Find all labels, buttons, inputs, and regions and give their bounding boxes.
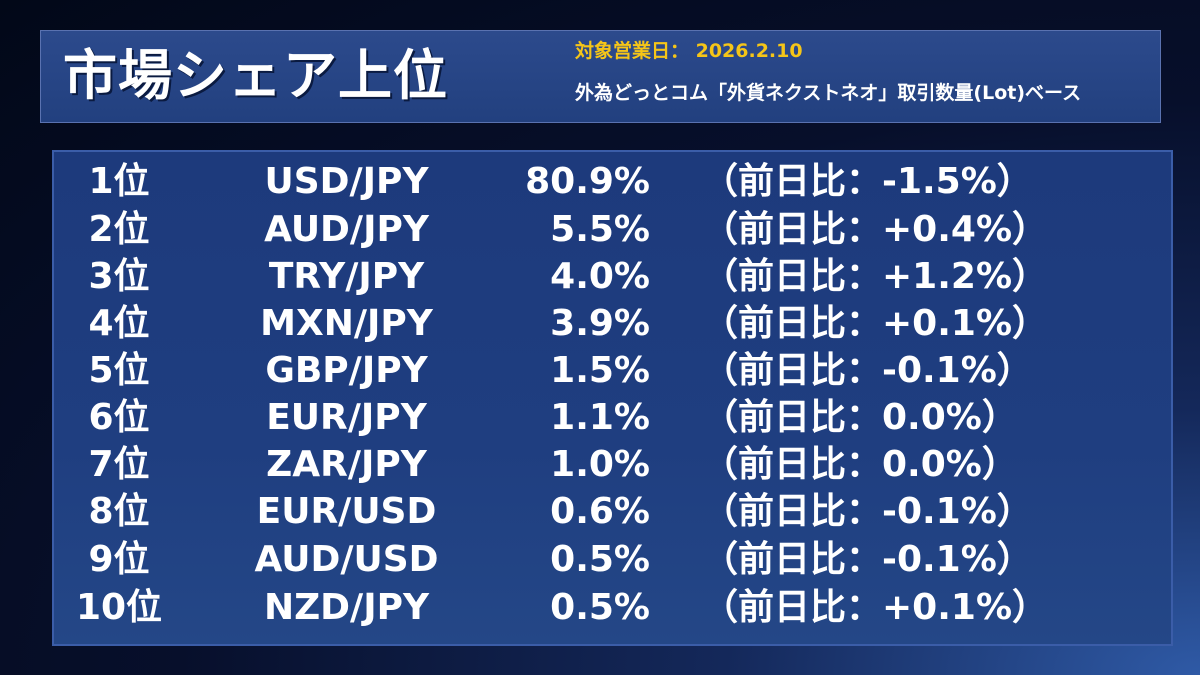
table-row: 2位 AUD/JPY 5.5% （前日比：+0.4%） bbox=[54, 206, 1171, 254]
day-change: （前日比：+1.2%） bbox=[702, 256, 1049, 297]
table-row: 9位 AUD/USD 0.5% （前日比：-0.1%） bbox=[54, 536, 1171, 584]
day-change: （前日比：+0.1%） bbox=[702, 587, 1049, 628]
currency-pair: AUD/USD bbox=[254, 539, 439, 580]
currency-pair: ZAR/JPY bbox=[266, 444, 427, 485]
rank-label: 9位 bbox=[88, 539, 150, 580]
currency-pair: EUR/USD bbox=[256, 491, 437, 532]
data-basis-note: 外為どっとコム「外貨ネクストネオ」取引数量(Lot)ベース bbox=[575, 82, 1082, 104]
day-change: （前日比：-1.5%） bbox=[702, 161, 1033, 202]
market-share: 1.5% bbox=[550, 350, 650, 391]
table-row: 4位 MXN/JPY 3.9% （前日比：+0.1%） bbox=[54, 300, 1171, 348]
table-row: 7位 ZAR/JPY 1.0% （前日比：0.0%） bbox=[54, 441, 1171, 489]
market-share: 5.5% bbox=[550, 209, 650, 250]
rank-label: 5位 bbox=[88, 350, 150, 391]
rank-label: 8位 bbox=[88, 491, 150, 532]
day-change: （前日比：-0.1%） bbox=[702, 539, 1033, 580]
rank-label: 4位 bbox=[88, 303, 150, 344]
table-row: 1位 USD/JPY 80.9% （前日比：-1.5%） bbox=[54, 158, 1171, 206]
business-date: 対象営業日： 2026.2.10 bbox=[575, 40, 803, 62]
currency-pair: EUR/JPY bbox=[266, 397, 427, 438]
market-share: 0.5% bbox=[550, 587, 650, 628]
currency-pair: NZD/JPY bbox=[263, 587, 430, 628]
currency-pair: GBP/JPY bbox=[265, 350, 428, 391]
table-row: 8位 EUR/USD 0.6% （前日比：-0.1%） bbox=[54, 488, 1171, 536]
day-change: （前日比：-0.1%） bbox=[702, 350, 1033, 391]
market-share: 4.0% bbox=[550, 256, 650, 297]
currency-pair: AUD/JPY bbox=[264, 209, 429, 250]
market-share: 3.9% bbox=[550, 303, 650, 344]
header-banner: 市場シェア上位 対象営業日： 2026.2.10 外為どっとコム「外貨ネクストネ… bbox=[40, 30, 1161, 123]
table-row: 5位 GBP/JPY 1.5% （前日比：-0.1%） bbox=[54, 347, 1171, 395]
day-change: （前日比：+0.4%） bbox=[702, 209, 1049, 250]
rank-label: 3位 bbox=[88, 256, 150, 297]
ranking-table: 1位 USD/JPY 80.9% （前日比：-1.5%） 2位 AUD/JPY … bbox=[52, 150, 1173, 646]
currency-pair: USD/JPY bbox=[264, 161, 429, 202]
rank-label: 10位 bbox=[75, 587, 163, 628]
market-share: 0.5% bbox=[550, 539, 650, 580]
day-change: （前日比：0.0%） bbox=[702, 444, 1018, 485]
market-share: 0.6% bbox=[550, 491, 650, 532]
market-share: 80.9% bbox=[525, 161, 650, 202]
market-share: 1.1% bbox=[550, 397, 650, 438]
table-row: 6位 EUR/JPY 1.1% （前日比：0.0%） bbox=[54, 394, 1171, 442]
day-change: （前日比：0.0%） bbox=[702, 397, 1018, 438]
day-change: （前日比：+0.1%） bbox=[702, 303, 1049, 344]
currency-pair: TRY/JPY bbox=[268, 256, 425, 297]
rank-label: 2位 bbox=[88, 209, 150, 250]
currency-pair: MXN/JPY bbox=[260, 303, 433, 344]
rank-label: 7位 bbox=[88, 444, 150, 485]
rank-label: 1位 bbox=[88, 161, 150, 202]
market-share: 1.0% bbox=[550, 444, 650, 485]
table-row: 10位 NZD/JPY 0.5% （前日比：+0.1%） bbox=[54, 584, 1171, 632]
day-change: （前日比：-0.1%） bbox=[702, 491, 1033, 532]
rank-label: 6位 bbox=[88, 397, 150, 438]
page-title: 市場シェア上位 bbox=[63, 44, 448, 107]
table-row: 3位 TRY/JPY 4.0% （前日比：+1.2%） bbox=[54, 253, 1171, 301]
